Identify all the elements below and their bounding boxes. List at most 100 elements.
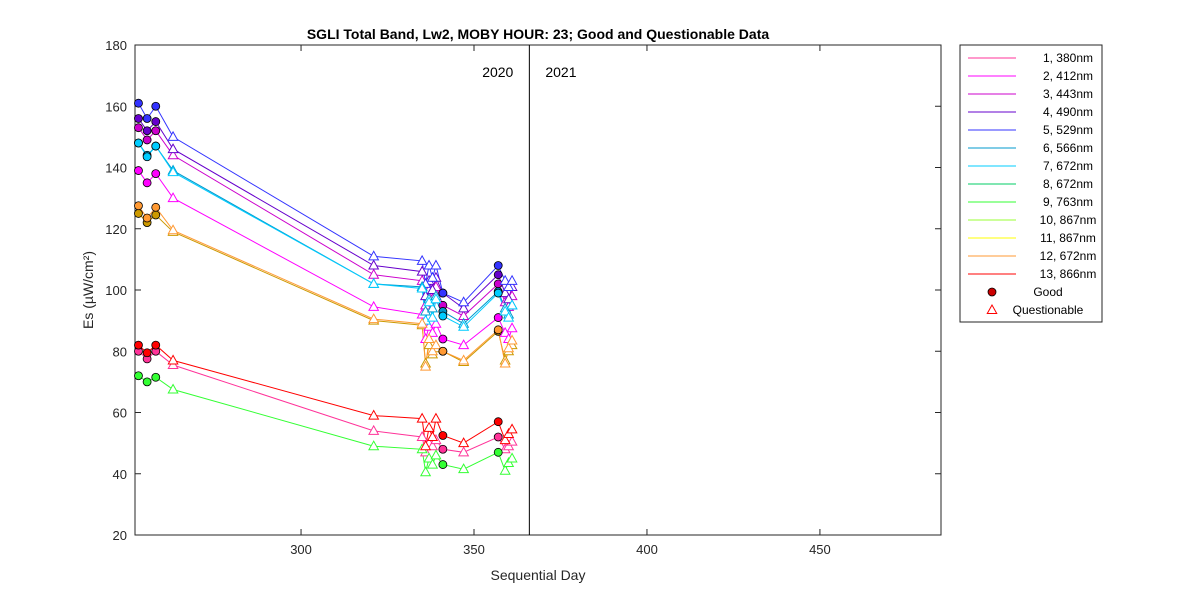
y-tick-label: 100: [105, 283, 127, 298]
questionable-point-12-672nm: [423, 332, 435, 343]
good-point-13b: [493, 432, 503, 442]
questionable-point-5-529nm: [430, 259, 442, 270]
good-point-12-672nm: [134, 201, 143, 211]
good-point-5-529nm: [493, 261, 503, 270]
questionable-point-4-490nm: [499, 287, 511, 298]
questionable-point-12-672nm: [502, 342, 515, 353]
legend-label: 12, 672nm: [1040, 249, 1097, 263]
good-point-4-490nm: [142, 126, 152, 136]
questionable-point-7-672nm: [368, 277, 380, 288]
series-line-13-866nm: [138, 344, 513, 447]
questionable-point-4-490nm: [458, 302, 470, 313]
y-tick-label: 40: [113, 467, 127, 482]
questionable-point-12-672nm: [419, 360, 432, 371]
good-point-7-672nm: [493, 288, 503, 298]
good-point-2-412nm: [438, 334, 448, 344]
year-label-2020: 2020: [482, 64, 513, 80]
y-tick-label: 120: [105, 222, 127, 237]
questionable-point-7-672nm: [430, 293, 442, 304]
good-point-12-672nm: [151, 202, 161, 212]
good-point-7-672nm: [142, 152, 152, 162]
good-point-12b: [134, 209, 143, 218]
questionable-point-9-763nm: [426, 458, 439, 469]
questionable-point-13b: [426, 440, 439, 451]
legend-good-marker: [987, 287, 997, 297]
legend-questionable-marker: [986, 303, 998, 314]
questionable-point-13b: [416, 430, 428, 441]
good-point-5-529nm: [438, 288, 448, 298]
legend-label: 6, 566nm: [1043, 141, 1093, 155]
good-point-5-529nm: [151, 101, 161, 111]
questionable-point-3-443nm: [167, 149, 179, 160]
questionable-point-2-412nm: [458, 339, 470, 350]
y-tick-label: 20: [113, 528, 127, 543]
x-tick-label: 450: [809, 542, 831, 557]
questionable-point-9-763nm: [499, 464, 511, 475]
questionable-point-9-763nm: [430, 449, 442, 460]
good-point-13-866nm: [493, 417, 503, 427]
y-axis-label: Es (µW/cm²): [80, 251, 96, 329]
legend-label: 9, 763nm: [1043, 195, 1093, 209]
questionable-point-2-412nm: [426, 326, 439, 337]
questionable-point-13-866nm: [426, 430, 439, 441]
good-point-12-672nm: [142, 213, 152, 223]
good-point-9-763nm: [142, 377, 152, 387]
questionable-point-13-866nm: [167, 354, 179, 365]
plot-area: [134, 44, 942, 536]
questionable-point-7-672nm: [458, 320, 470, 331]
questionable-point-2-412nm: [368, 300, 380, 311]
y-tick-label: 180: [105, 38, 127, 53]
questionable-point-12-672nm: [368, 313, 380, 324]
x-axis: 300 350 400 450: [290, 45, 831, 557]
x-axis-label: Sequential Day: [491, 567, 586, 583]
questionable-point-7-672nm: [499, 305, 511, 316]
questionable-point-12-672nm: [416, 317, 428, 328]
y-tick-label: 160: [105, 99, 127, 114]
good-point-5-529nm: [134, 98, 143, 108]
good-point-3-443nm: [142, 135, 152, 145]
questionable-point-13-866nm: [430, 412, 442, 423]
questionable-point-12-672nm: [167, 224, 179, 235]
good-point-7-672nm: [134, 138, 143, 148]
questionable-point-5-529nm: [499, 274, 511, 285]
questionable-point-7-672nm: [416, 282, 428, 293]
y-tick-label: 80: [113, 344, 127, 359]
good-point-2-412nm: [142, 178, 152, 188]
good-point-13-866nm: [134, 340, 143, 350]
chart-title: SGLI Total Band, Lw2, MOBY HOUR: 23; Goo…: [307, 26, 770, 42]
questionable-point-7-672nm: [502, 311, 515, 322]
questionable-point-13-866nm: [499, 434, 511, 445]
legend-marker-label: Questionable: [1013, 303, 1084, 317]
questionable-point-5-529nm: [167, 130, 179, 141]
questionable-point-5-529nm: [416, 254, 428, 265]
legend: 1, 380nm 2, 412nm 3, 443nm 4, 490nm 5, 529nm…: [959, 44, 1103, 323]
x-tick-label: 350: [463, 542, 485, 557]
good-point-3-443nm: [151, 126, 161, 136]
questionable-point-5-529nm: [368, 250, 380, 261]
questionable-point-13-866nm: [419, 440, 432, 451]
good-point-3-443nm: [134, 123, 143, 133]
good-point-4-490nm: [151, 117, 161, 126]
questionable-point-12-672nm: [426, 345, 439, 356]
good-point-13-866nm: [142, 348, 152, 358]
good-point-2-412nm: [151, 169, 161, 179]
questionable-point-13b: [368, 424, 380, 435]
questionable-point-13b: [458, 446, 470, 457]
questionable-point-4-490nm: [416, 265, 428, 276]
good-point-13-866nm: [151, 340, 161, 350]
good-point-13-866nm: [438, 431, 448, 440]
questionable-point-13-866nm: [458, 437, 470, 448]
questionable-point-4-490nm: [502, 293, 515, 304]
year-label-2021: 2021: [545, 64, 576, 80]
y-axis: 20 40 60 80 100 120 140 160 180: [105, 38, 941, 543]
questionable-point-5-529nm: [458, 296, 470, 307]
good-point-2-412nm: [134, 166, 143, 175]
questionable-point-2-412nm: [430, 317, 442, 328]
questionable-point-4-490nm: [167, 143, 179, 154]
questionable-point-13-866nm: [368, 409, 380, 420]
questionable-point-9-763nm: [368, 440, 380, 451]
questionable-point-2-412nm: [506, 322, 518, 333]
questionable-point-13-866nm: [416, 412, 428, 423]
good-point-5-529nm: [142, 114, 152, 123]
legend-label: 11, 867nm: [1040, 231, 1096, 245]
